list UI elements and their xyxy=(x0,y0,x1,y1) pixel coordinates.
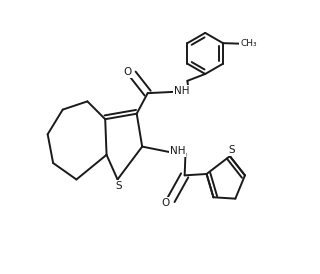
Text: NH: NH xyxy=(170,146,185,156)
Text: S: S xyxy=(116,181,122,191)
Text: NH: NH xyxy=(174,86,190,96)
Text: O: O xyxy=(161,198,170,208)
Text: O: O xyxy=(124,67,132,77)
Text: S: S xyxy=(228,145,235,155)
Text: CH₃: CH₃ xyxy=(240,39,257,47)
